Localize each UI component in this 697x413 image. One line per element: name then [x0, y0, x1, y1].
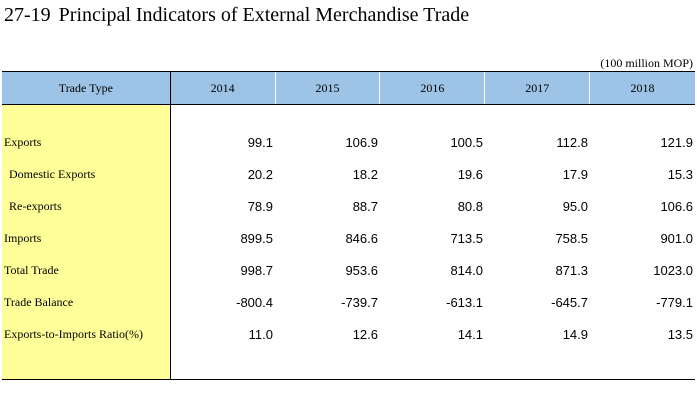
table-cell: 12.6 [352, 326, 378, 342]
header-trade-type: Trade Type [2, 72, 171, 104]
table-cell: 18.2 [352, 166, 378, 182]
row-label: Exports [4, 134, 42, 149]
table-cell: 1023.0 [653, 262, 693, 278]
table-cell: -800.4 [236, 294, 273, 310]
table-cell: 846.6 [345, 230, 378, 246]
table-cell: 15.3 [667, 166, 693, 182]
table-title: Principal Indicators of External Merchan… [58, 4, 470, 26]
table-cell: 14.1 [457, 326, 483, 342]
table-cell: 14.9 [562, 326, 588, 342]
header-year: 2014 [170, 72, 276, 104]
unit-label: (100 million MOP) [600, 56, 693, 70]
table-cell: 88.7 [352, 198, 378, 214]
row-label: Trade Balance [4, 294, 74, 309]
table-row: Total Trade 998.7 953.6 814.0 871.3 1023.0 [2, 254, 695, 286]
table-cell: -739.7 [341, 294, 378, 310]
table-cell: 106.9 [345, 134, 378, 150]
table-cell: 11.0 [248, 326, 273, 342]
table-cell: -613.1 [446, 294, 483, 310]
table-cell: 100.5 [450, 134, 483, 150]
table-cell: 17.9 [562, 166, 588, 182]
table-cell: 78.9 [247, 198, 273, 214]
table-cell: 112.8 [556, 134, 588, 150]
table-cell: 80.8 [457, 198, 483, 214]
page-title: 27-19 Principal Indicators of External Me… [4, 4, 469, 27]
table-cell: 121.9 [660, 134, 693, 150]
table-row: Imports 899.5 846.6 713.5 758.5 901.0 [2, 222, 695, 254]
table-row: Exports-to-Imports Ratio(%) 11.0 12.6 14.1 1… [2, 318, 695, 350]
header-year: 2018 [590, 72, 695, 104]
table-cell: 99.1 [247, 134, 273, 150]
table-cell: -779.1 [656, 294, 693, 310]
table-cell: 758.5 [555, 230, 588, 246]
header-year: 2015 [275, 72, 381, 104]
table-number: 27-19 [4, 4, 51, 26]
table-cell: 95.0 [562, 198, 588, 214]
row-label: Total Trade [4, 262, 59, 277]
table-header: Trade Type 2014 2015 2016 2017 2018 [2, 72, 695, 105]
header-year: 2017 [485, 72, 591, 104]
table-cell: 20.2 [247, 166, 273, 182]
table-cell: 899.5 [240, 230, 273, 246]
table-cell: 901.0 [660, 230, 693, 246]
table-cell: 814.0 [450, 262, 483, 278]
table-cell: 713.5 [450, 230, 483, 246]
row-label: Re-exports [9, 198, 62, 213]
trade-table: Trade Type 2014 2015 2016 2017 2018 Expo… [2, 71, 695, 380]
table-row: Trade Balance -800.4 -739.7 -613.1 -645.7 -77… [2, 286, 695, 318]
row-label: Imports [4, 230, 42, 245]
row-label: Exports-to-Imports Ratio(%) [4, 326, 143, 341]
table-row: Re-exports 78.9 88.7 80.8 95.0 106.6 [2, 190, 695, 222]
table-row: Domestic Exports 20.2 18.2 19.6 17.9 15.3 [2, 158, 695, 190]
table-cell: 19.6 [457, 166, 483, 182]
table-cell: 953.6 [345, 262, 378, 278]
table-cell: 13.5 [667, 326, 693, 342]
table-cell: 871.3 [555, 262, 588, 278]
row-label: Domestic Exports [9, 166, 96, 181]
table-cell: 106.6 [660, 198, 693, 214]
header-year: 2016 [380, 72, 486, 104]
table-cell: 998.7 [240, 262, 273, 278]
table-cell: -645.7 [551, 294, 588, 310]
table-row: Exports 99.1 106.9 100.5 112.8 121.9 [2, 126, 695, 158]
label-column-background [2, 72, 171, 379]
